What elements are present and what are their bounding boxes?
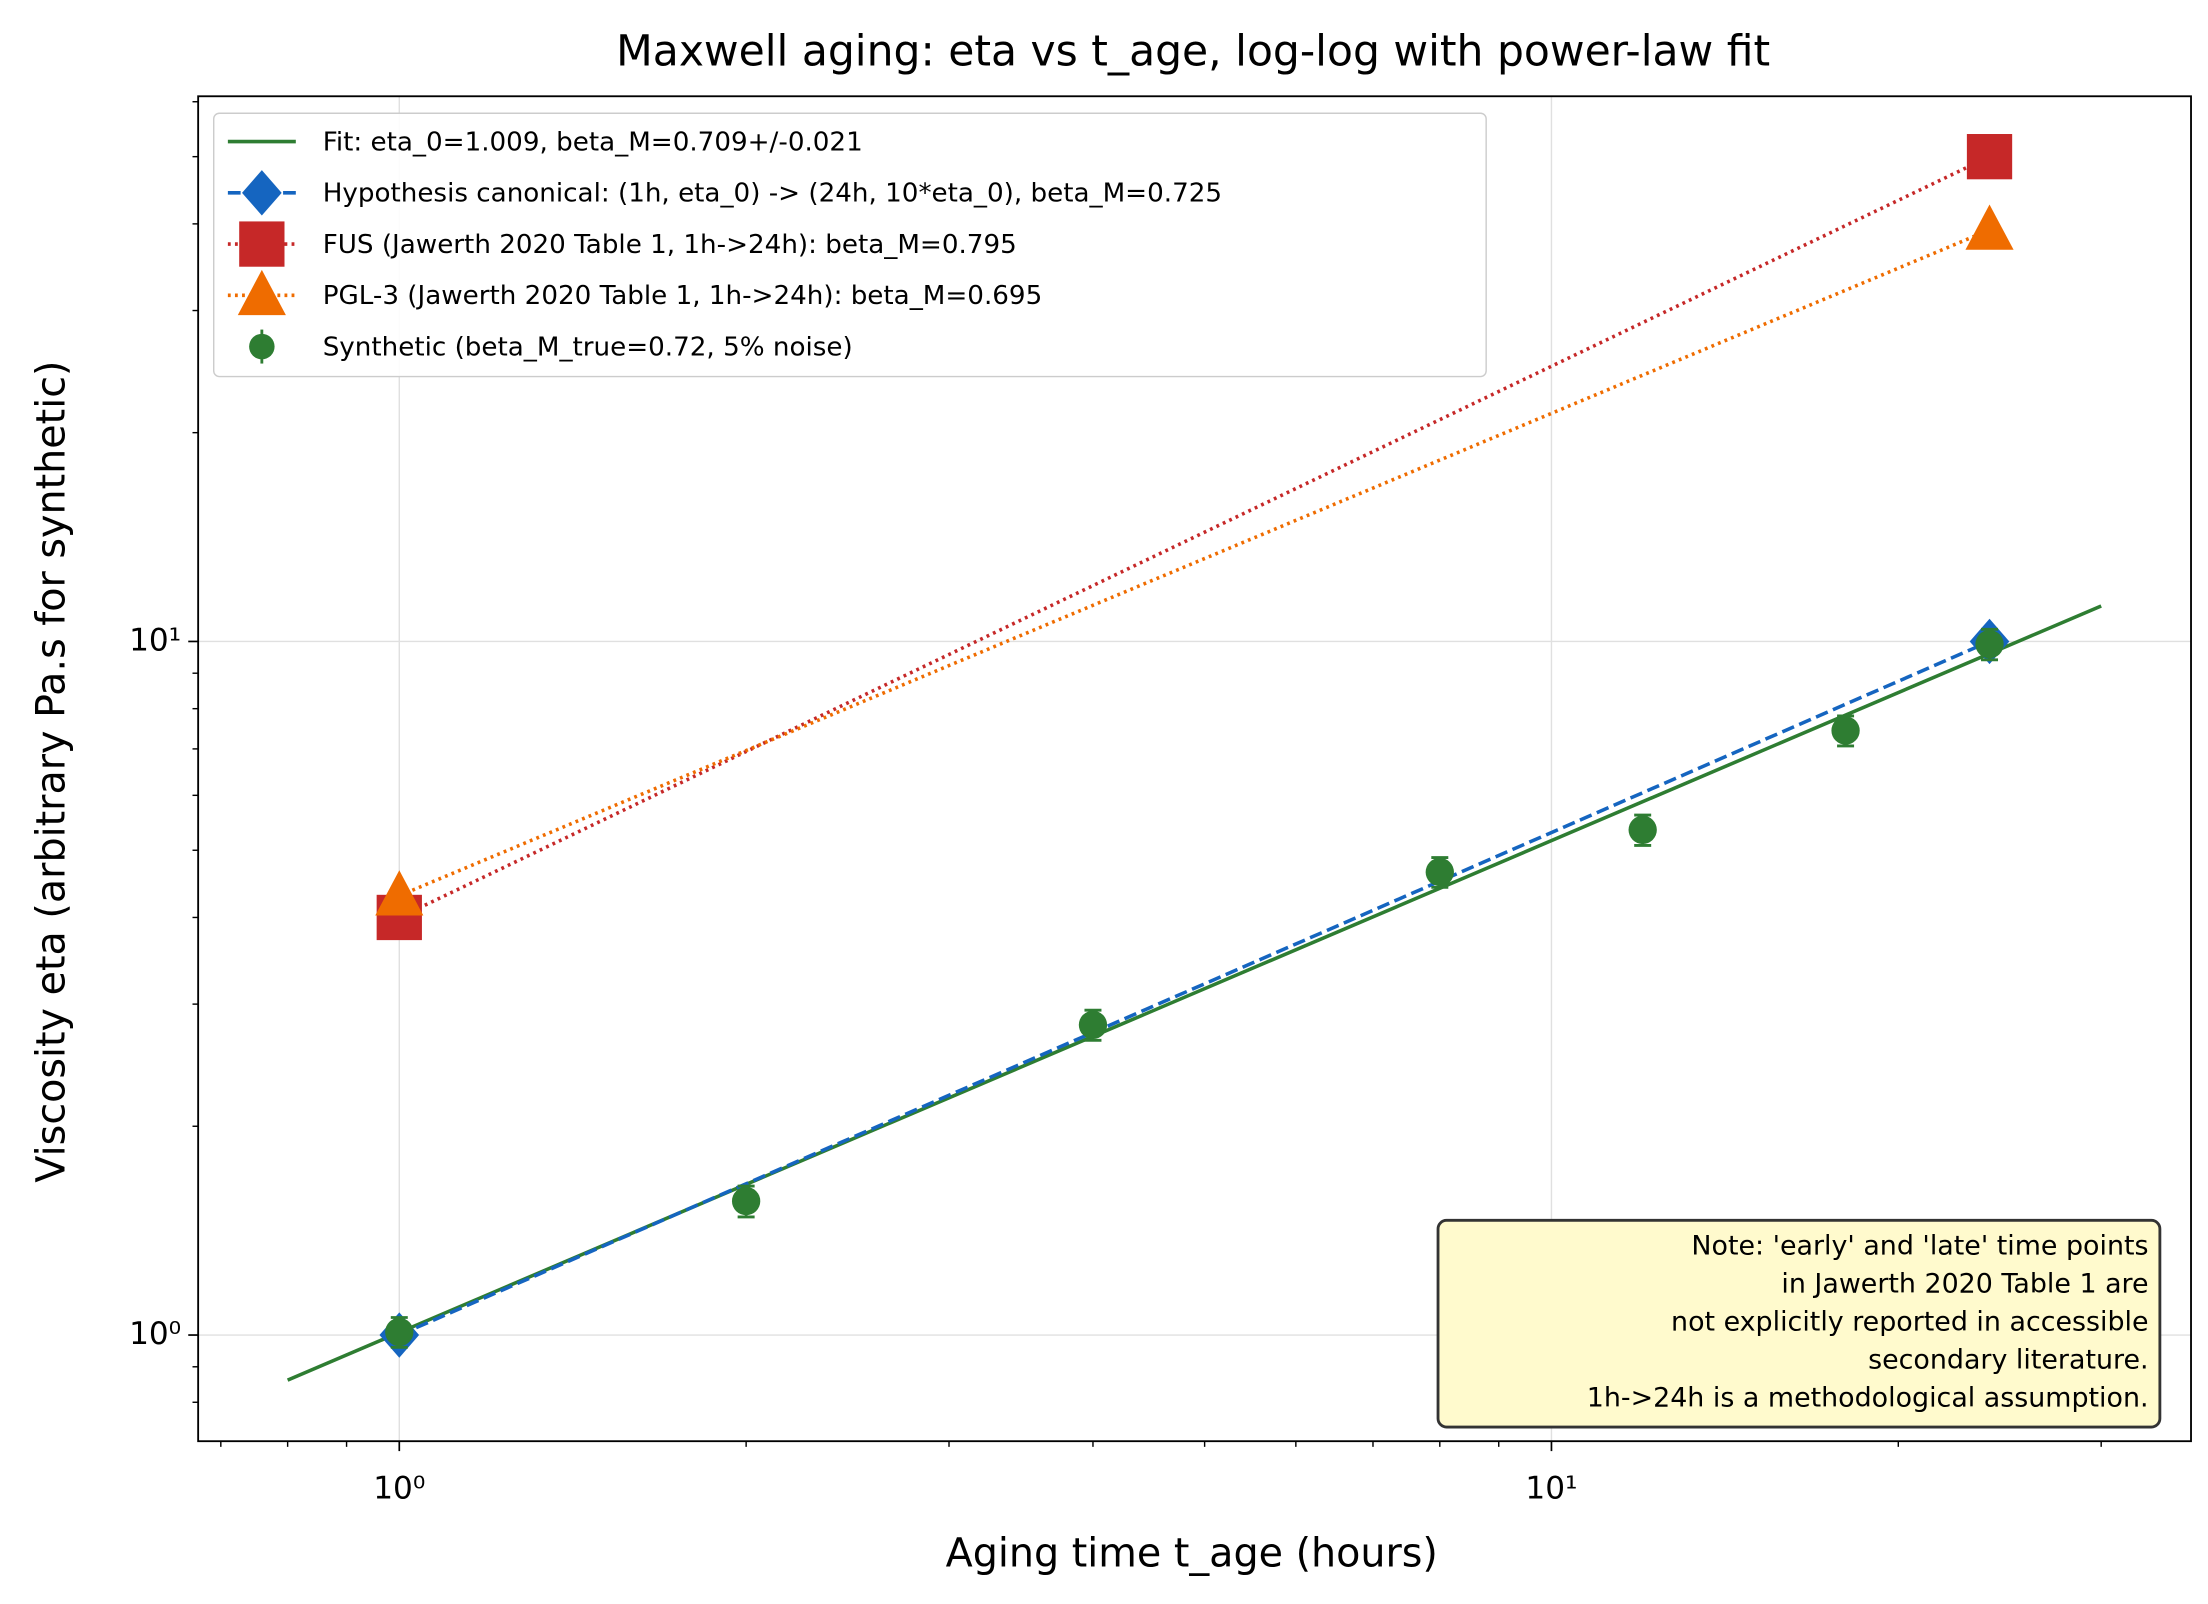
y-tick-label: 10¹ xyxy=(129,622,181,658)
marker xyxy=(1965,204,2014,250)
x-tick-label: 10¹ xyxy=(1525,1470,1577,1506)
marker xyxy=(1975,630,2004,659)
marker xyxy=(249,333,275,360)
marker xyxy=(1966,134,2013,180)
annotation-line: Note: 'early' and 'late' time points xyxy=(1691,1231,2148,1262)
chart-title: Maxwell aging: eta vs t_age, log-log wit… xyxy=(616,27,1770,76)
y-axis-label: Viscosity eta (arbitrary Pa.s for synthe… xyxy=(28,361,74,1183)
legend-label: PGL-3 (Jawerth 2020 Table 1, 1h->24h): b… xyxy=(323,281,1043,311)
annotation-line: in Jawerth 2020 Table 1 are xyxy=(1781,1269,2148,1300)
marker xyxy=(1425,857,1454,887)
legend-label: Hypothesis canonical: (1h, eta_0) -> (24… xyxy=(323,179,1222,209)
annotation: Note: 'early' and 'late' time points in J… xyxy=(1436,1218,2162,1429)
legend-label: Fit: eta_0=1.009, beta_M=0.709+/-0.021 xyxy=(323,127,863,157)
legend: Fit: eta_0=1.009, beta_M=0.709+/-0.021 Hy… xyxy=(213,112,1487,378)
plot-frame xyxy=(197,95,2192,1443)
marker xyxy=(1831,716,1860,745)
legend-label: Synthetic (beta_M_true=0.72, 5% noise) xyxy=(323,332,853,362)
marker xyxy=(1078,1010,1108,1040)
legend-label: FUS (Jawerth 2020 Table 1, 1h->24h): bet… xyxy=(323,230,1017,260)
annotation-line: 1h->24h is a methodological assumption. xyxy=(1587,1383,2149,1414)
marker xyxy=(1628,815,1657,845)
marker xyxy=(375,870,424,916)
series-line xyxy=(398,639,1991,1337)
marker xyxy=(237,269,286,316)
legend-box xyxy=(213,112,1487,378)
annotation-line: secondary literature. xyxy=(1868,1345,2148,1376)
marker xyxy=(385,1317,414,1347)
marker xyxy=(239,221,285,267)
marker xyxy=(731,1186,761,1216)
x-axis-label: Aging time t_age (hours) xyxy=(946,1530,1438,1576)
x-tick-label: 10⁰ xyxy=(373,1470,425,1506)
annotation-line: not explicitly reported in accessible xyxy=(1671,1307,2149,1338)
y-tick-label: 10⁰ xyxy=(129,1316,181,1352)
annotation-box xyxy=(1436,1218,2162,1429)
